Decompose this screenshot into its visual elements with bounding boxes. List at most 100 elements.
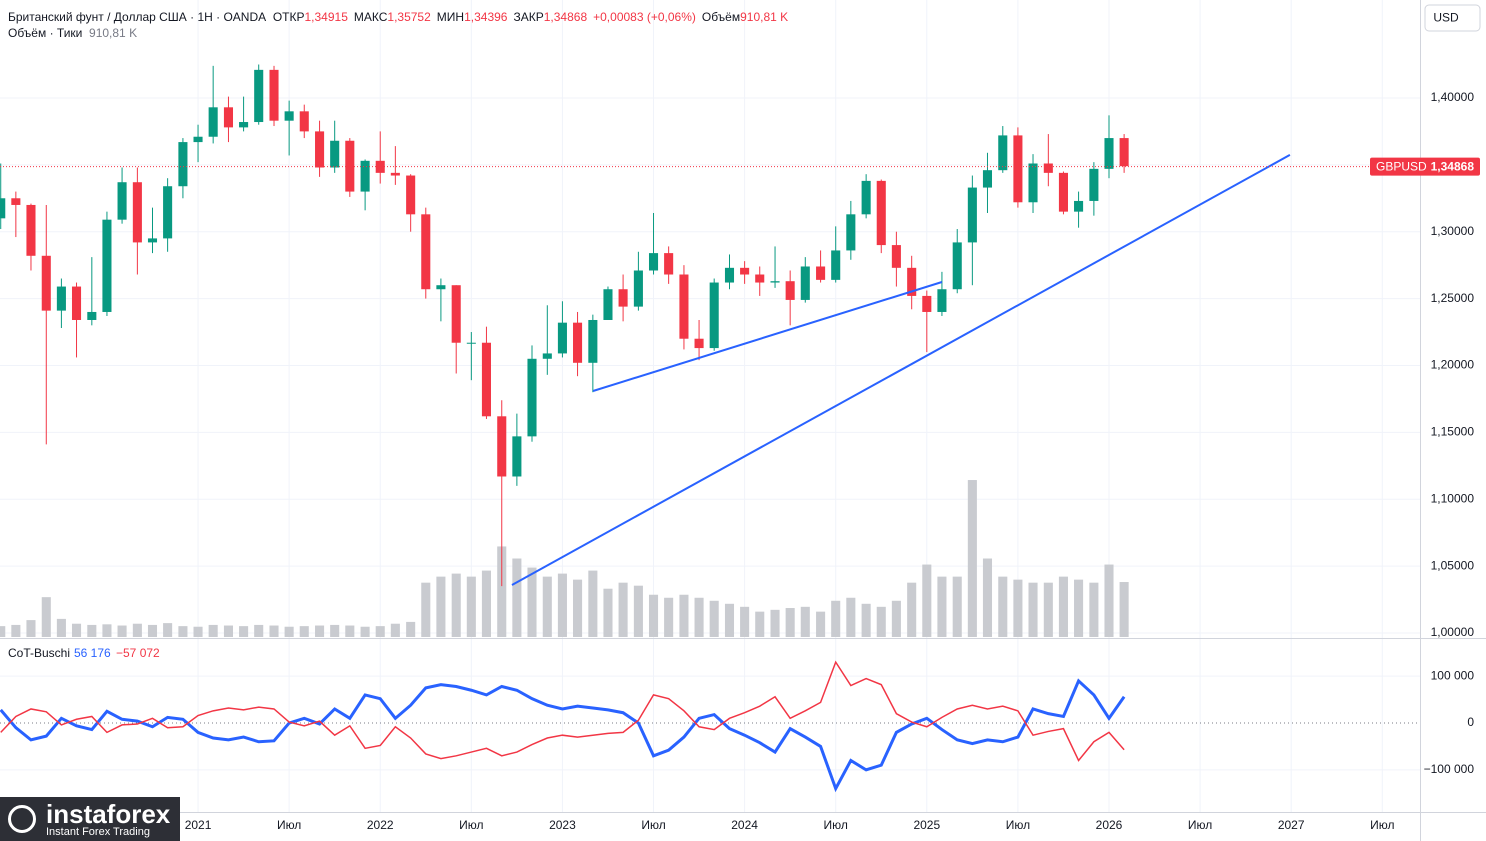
y-tick-label: 1,05000: [1431, 558, 1475, 572]
trendline: [592, 281, 943, 392]
volume-bar: [512, 558, 522, 637]
candle-body: [436, 285, 446, 290]
candle-body: [117, 182, 127, 220]
volume-bar: [922, 564, 932, 637]
candle-body: [0, 198, 6, 219]
candle-body: [694, 338, 704, 349]
x-tick-label: Июл: [459, 818, 483, 832]
volume-bar: [861, 603, 871, 637]
ohlc-label: ЗАКР: [513, 10, 544, 24]
volume-value: 910,81 K: [740, 10, 789, 24]
candle-body: [937, 289, 947, 312]
y-tick-label: 1,25000: [1431, 291, 1475, 305]
candle-body: [800, 266, 810, 300]
candle-body: [345, 140, 355, 192]
x-tick-label: 2021: [185, 818, 212, 832]
volume-bar: [1074, 579, 1084, 637]
candle-body: [846, 214, 856, 251]
currency-button[interactable]: [1424, 4, 1481, 32]
volume-bar: [87, 624, 97, 637]
volume-bar: [239, 626, 249, 637]
y-tick-label: 1,15000: [1431, 425, 1475, 439]
candle-body: [1089, 168, 1099, 201]
volume-bar: [223, 625, 234, 637]
volume-bar: [71, 623, 82, 637]
volume-bar: [755, 611, 765, 637]
candle-body: [239, 122, 249, 128]
candle-body: [755, 274, 765, 283]
candle-body: [208, 107, 218, 137]
volume-bar: [497, 546, 507, 637]
candle-body: [891, 245, 901, 268]
candle-body: [922, 295, 932, 312]
volume-bar: [603, 588, 613, 637]
candle-body: [831, 250, 841, 280]
volume-bar: [315, 625, 325, 637]
change: +0,00083 (+0,06%): [593, 10, 696, 24]
volume-bar: [208, 624, 218, 637]
candle-body: [390, 172, 400, 176]
candle-body: [724, 267, 735, 283]
volume-bar: [299, 626, 309, 637]
candle-body: [41, 255, 51, 311]
candle-body: [998, 135, 1008, 171]
x-tick-label: 2022: [367, 818, 394, 832]
candle-body: [481, 342, 491, 417]
volume-bar: [527, 567, 537, 637]
logo: instaforex Instant Forex Trading: [0, 797, 180, 841]
ohlc-value: 1,34915: [304, 10, 348, 24]
candle-body: [603, 289, 613, 320]
symbol: Британский фунт / Доллар США · 1Н · OAND…: [8, 10, 267, 24]
x-tick-label: 2024: [731, 818, 758, 832]
volume-bar: [254, 624, 264, 637]
trendline: [511, 154, 1291, 586]
price-label-bg: [1370, 157, 1480, 176]
volume-bar: [163, 623, 173, 637]
volume-bar: [1089, 582, 1099, 637]
candle-body: [284, 111, 294, 121]
candle-body: [451, 285, 461, 343]
candle-body: [618, 289, 628, 307]
indicator-line: [0, 660, 1125, 762]
candle-body: [907, 267, 917, 296]
candle-body: [633, 270, 643, 307]
candle-body: [967, 187, 977, 243]
candle-body: [87, 311, 97, 320]
candle-body: [1013, 135, 1023, 203]
candle-body: [1074, 200, 1084, 212]
volume-legend-value: 910,81 K: [89, 26, 138, 40]
candle-body: [1043, 163, 1053, 173]
volume-bar: [588, 570, 598, 637]
volume-bar: [542, 576, 552, 637]
volume-bar: [178, 626, 188, 637]
volume-bar: [937, 576, 947, 637]
volume-bar: [679, 594, 689, 637]
volume-bar: [633, 585, 643, 637]
currency: USD: [1433, 11, 1459, 25]
price-label-value: 1,34868: [1431, 159, 1475, 173]
volume-bar: [466, 576, 476, 637]
volume-bar: [193, 626, 203, 637]
x-tick-label: Июл: [1006, 818, 1030, 832]
indicator-name: CoT-Buschi: [8, 646, 70, 660]
volume-bar: [831, 600, 841, 637]
volume-label: Объём: [701, 10, 741, 24]
volume-bar: [360, 626, 370, 637]
volume-bar: [967, 480, 977, 637]
y-tick-label: 1,40000: [1431, 90, 1475, 104]
volume-bar: [1119, 582, 1129, 637]
volume-bar: [907, 582, 917, 637]
candle-body: [178, 142, 188, 187]
header-line: Британский фунт / Доллар США · 1Н · OAND…: [8, 9, 794, 25]
price-axis-bg: [1420, 0, 1486, 841]
volume-bar: [132, 623, 142, 637]
volume-bar: [998, 576, 1008, 637]
volume-bar: [421, 582, 431, 637]
y-tick-label: −100 000: [1424, 762, 1475, 776]
volume-bar: [406, 621, 416, 637]
candle-body: [466, 342, 476, 344]
candle-body: [269, 69, 279, 121]
candle-body: [193, 136, 203, 143]
candle-body: [527, 358, 537, 437]
